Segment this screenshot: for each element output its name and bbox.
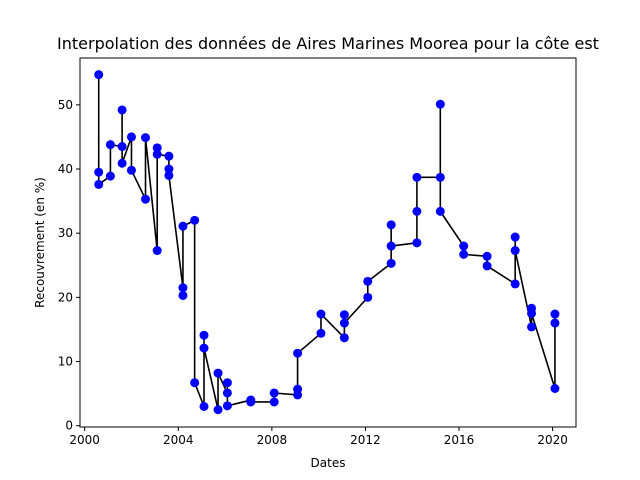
data-point [363,276,373,286]
data-point [105,140,115,150]
data-point [293,384,303,394]
data-point [412,238,422,248]
data-point [213,368,223,378]
y-tick-label: 50 [58,98,73,112]
data-point [339,318,349,328]
data-point [117,142,127,152]
data-point [246,397,256,407]
data-point [117,158,127,168]
data-point [164,164,174,174]
data-point [412,206,422,216]
data-point [459,241,469,251]
data-point [412,172,422,182]
data-point [510,279,520,289]
x-tick-label: 2020 [537,433,568,447]
y-axis-label: Recouvrement (en %) [33,177,47,308]
x-tick-label: 2000 [69,433,100,447]
data-point [482,261,492,271]
data-point [105,171,115,181]
data-point [141,133,151,143]
y-tick-label: 20 [58,290,73,304]
plot-area [79,57,577,428]
data-point [164,151,174,161]
data-point [164,170,174,180]
data-point [386,241,396,251]
y-axis: 0 10 20 30 40 50 [58,98,80,433]
data-point [269,397,279,407]
data-point [435,206,445,216]
data-point [190,215,200,225]
x-tick-label: 2004 [163,433,194,447]
y-tick-label: 0 [65,419,73,433]
data-point [339,310,349,320]
data-point [386,220,396,230]
data-point [550,309,560,319]
data-point [199,330,209,340]
data-point [126,132,136,142]
data-point [269,388,279,398]
y-tick-label: 40 [58,162,73,176]
data-point [94,167,104,177]
data-point [510,232,520,242]
data-point [459,249,469,259]
data-point [316,328,326,338]
data-point [527,322,537,332]
data-point [152,149,162,159]
y-tick-label: 10 [58,355,73,369]
data-point [141,194,151,204]
data-point [363,292,373,302]
data-point [550,318,560,328]
data-point [222,378,232,388]
data-point [190,378,200,388]
data-point [126,165,136,175]
data-point [435,172,445,182]
y-tick-label: 30 [58,226,73,240]
x-tick-label: 2012 [350,433,381,447]
data-point [199,343,209,353]
data-point [386,258,396,268]
data-point [222,388,232,398]
x-tick-label: 2016 [444,433,475,447]
data-point [293,348,303,358]
data-point [550,383,560,393]
data-point [213,405,223,415]
data-point [178,290,188,300]
x-axis-label: Dates [311,456,346,470]
x-tick-label: 2008 [257,433,288,447]
data-point [316,309,326,319]
data-point [435,99,445,109]
data-point [117,105,127,115]
data-point [339,333,349,343]
data-point [94,70,104,80]
data-point [152,143,162,153]
data-point [178,283,188,293]
data-point [94,179,104,189]
data-point [510,246,520,256]
data-point [178,221,188,231]
series-layer [94,70,560,415]
data-point [152,246,162,256]
chart-title: Interpolation des données de Aires Marin… [57,34,599,53]
x-axis: 2000 2004 2008 2012 2016 2020 [69,427,568,447]
data-point [199,401,209,411]
data-point [527,308,537,318]
data-point [482,251,492,261]
data-point [222,401,232,411]
